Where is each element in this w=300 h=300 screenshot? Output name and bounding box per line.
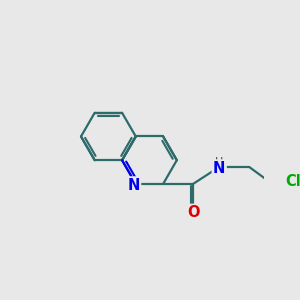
Text: N: N: [128, 178, 140, 193]
Text: O: O: [187, 205, 200, 220]
Text: Cl: Cl: [286, 174, 300, 189]
Text: N: N: [213, 161, 225, 176]
Text: H: H: [215, 157, 224, 167]
